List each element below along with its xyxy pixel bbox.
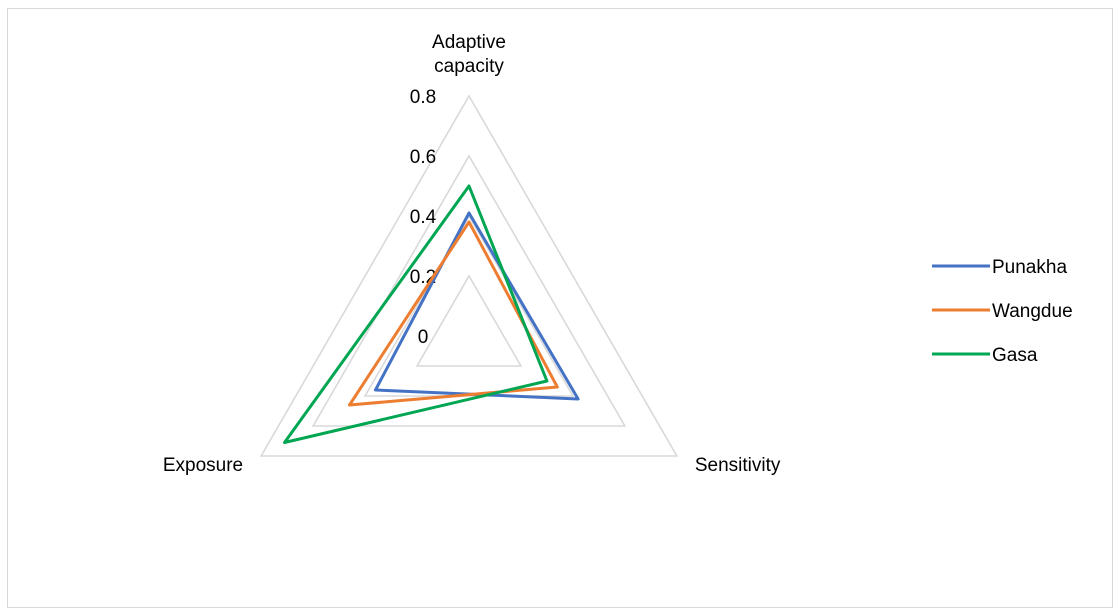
- tick-label: 0: [418, 327, 429, 348]
- legend-label: Punakha: [992, 257, 1067, 278]
- radar-series: [283, 184, 580, 444]
- legend-label: Gasa: [992, 345, 1038, 366]
- tick-label: 0.4: [410, 207, 437, 228]
- grid-ring: [311, 154, 627, 427]
- radar-grid: [259, 94, 679, 457]
- tick-label: 0.6: [410, 147, 436, 168]
- axis-label: Exposure: [163, 455, 243, 476]
- grid-ring: [415, 274, 523, 367]
- axis-label: Adaptive: [432, 32, 506, 53]
- legend-label: Wangdue: [992, 301, 1073, 322]
- legend: Punakha Wangdue Gasa: [932, 257, 1073, 366]
- axis-label: capacity: [434, 56, 504, 77]
- series-line-gasa: [283, 184, 549, 444]
- series-line-wangdue: [347, 220, 559, 407]
- grid-ring: [259, 94, 679, 457]
- radar-tick-labels: 00.20.40.60.8: [410, 87, 437, 348]
- radar-axis-labels: Adaptive capacity Sensitivity Exposure: [163, 32, 781, 476]
- tick-label: 0.8: [410, 87, 436, 108]
- axis-label: Sensitivity: [695, 455, 781, 476]
- chart-frame: [7, 8, 1113, 608]
